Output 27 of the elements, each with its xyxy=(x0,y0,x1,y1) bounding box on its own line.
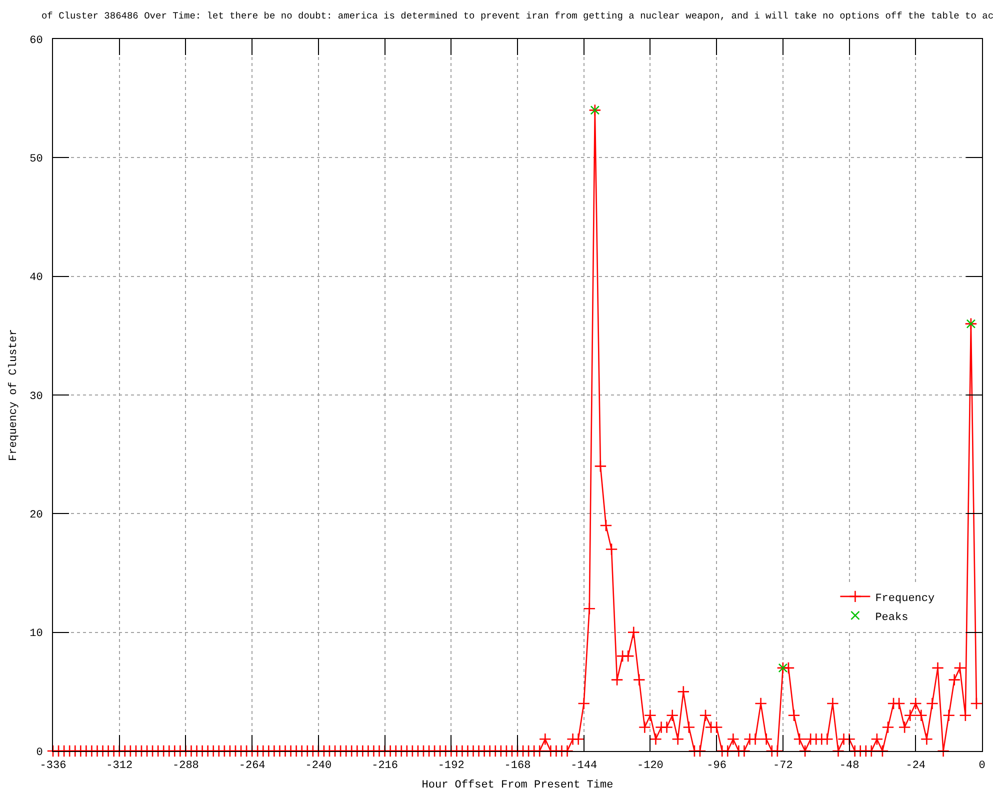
y-tick-label: 20 xyxy=(30,510,43,522)
x-tick-label: -24 xyxy=(906,760,926,772)
x-tick-label: 0 xyxy=(978,760,986,772)
x-tick-label: -96 xyxy=(706,760,726,772)
x-axis-title: Hour Offset From Present Time xyxy=(422,779,614,792)
x-tick-label: -168 xyxy=(504,760,531,772)
y-tick-label: 10 xyxy=(30,628,43,640)
x-tick-label: -120 xyxy=(637,760,664,772)
x-tick-label: -336 xyxy=(40,760,66,772)
x-tick-label: -72 xyxy=(773,760,793,772)
y-axis-title: Frequency of Cluster xyxy=(8,328,20,462)
legend-label: Peaks xyxy=(875,612,908,624)
y-tick-label: 50 xyxy=(30,154,43,166)
x-tick-label: -264 xyxy=(238,760,266,772)
y-tick-label: 30 xyxy=(30,390,43,403)
y-tick-label: 60 xyxy=(30,34,43,47)
x-tick-label: -288 xyxy=(172,760,199,772)
chart-title: of Cluster 386486 Over Time: let there be no doubt: america is determined to prevent iran from getting a nuclear weapon, and i will take no options off the table to ac xyxy=(41,10,994,22)
x-tick-label: -240 xyxy=(305,760,332,772)
x-tick-label: -48 xyxy=(839,760,860,772)
x-tick-label: -192 xyxy=(438,760,464,772)
legend-label: Frequency xyxy=(875,592,936,605)
x-tick-label: -312 xyxy=(106,760,133,772)
x-tick-label: -216 xyxy=(372,760,398,772)
y-tick-label: 40 xyxy=(30,272,43,284)
x-tick-label: -144 xyxy=(570,760,598,772)
y-tick-label: 0 xyxy=(36,746,43,759)
